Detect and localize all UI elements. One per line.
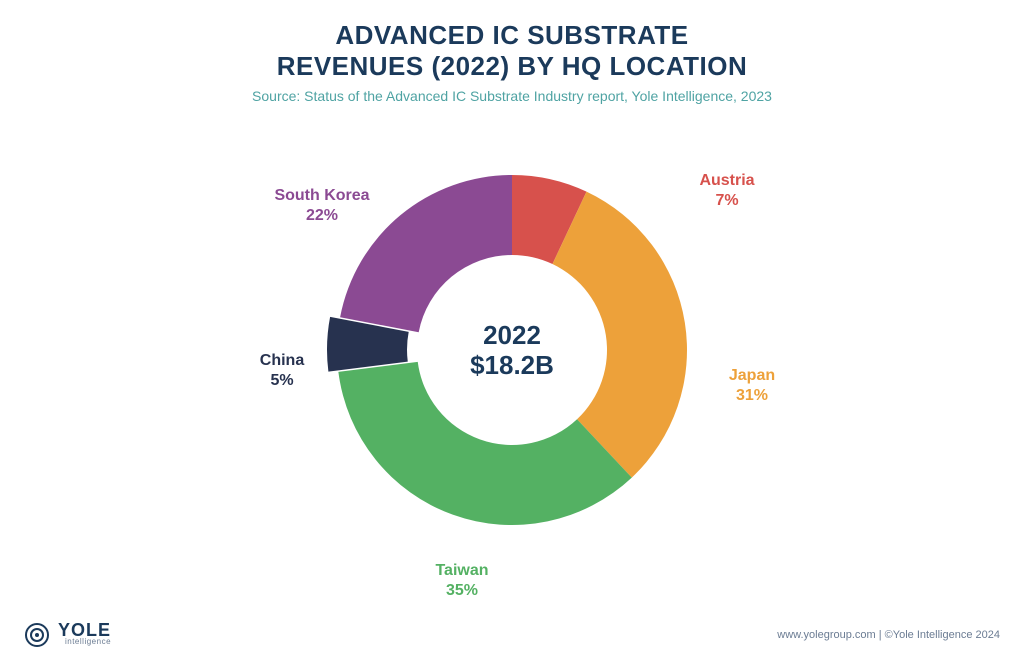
- slice-label-south-korea: South Korea: [274, 187, 369, 204]
- logo-icon: [24, 622, 50, 648]
- slice-pct-taiwan: 35%: [446, 582, 478, 599]
- slice-pct-china: 5%: [270, 372, 293, 389]
- footer: YOLE intelligence www.yolegroup.com | ©Y…: [24, 621, 1000, 648]
- slice-pct-austria: 7%: [715, 192, 738, 209]
- logo-sub: intelligence: [65, 637, 111, 646]
- donut-chart: Austria7%Japan31%Taiwan35%China5%South K…: [0, 100, 1024, 592]
- center-value: $18.2B: [470, 350, 554, 380]
- slice-pct-japan: 31%: [736, 387, 768, 404]
- slice-taiwan: [338, 362, 631, 525]
- title-block: ADVANCED IC SUBSTRATE REVENUES (2022) BY…: [0, 20, 1024, 104]
- title-line-1: ADVANCED IC SUBSTRATE: [0, 20, 1024, 51]
- logo: YOLE intelligence: [24, 621, 111, 648]
- slice-pct-south-korea: 22%: [306, 207, 338, 224]
- slice-label-china: China: [260, 352, 305, 369]
- center-year: 2022: [483, 320, 541, 350]
- chart-frame: ADVANCED IC SUBSTRATE REVENUES (2022) BY…: [0, 0, 1024, 662]
- title-line-2: REVENUES (2022) BY HQ LOCATION: [0, 51, 1024, 82]
- footer-credit: www.yolegroup.com | ©Yole Intelligence 2…: [777, 629, 1000, 641]
- slice-label-taiwan: Taiwan: [435, 562, 488, 579]
- slice-label-austria: Austria: [699, 172, 754, 189]
- slice-label-japan: Japan: [729, 367, 775, 384]
